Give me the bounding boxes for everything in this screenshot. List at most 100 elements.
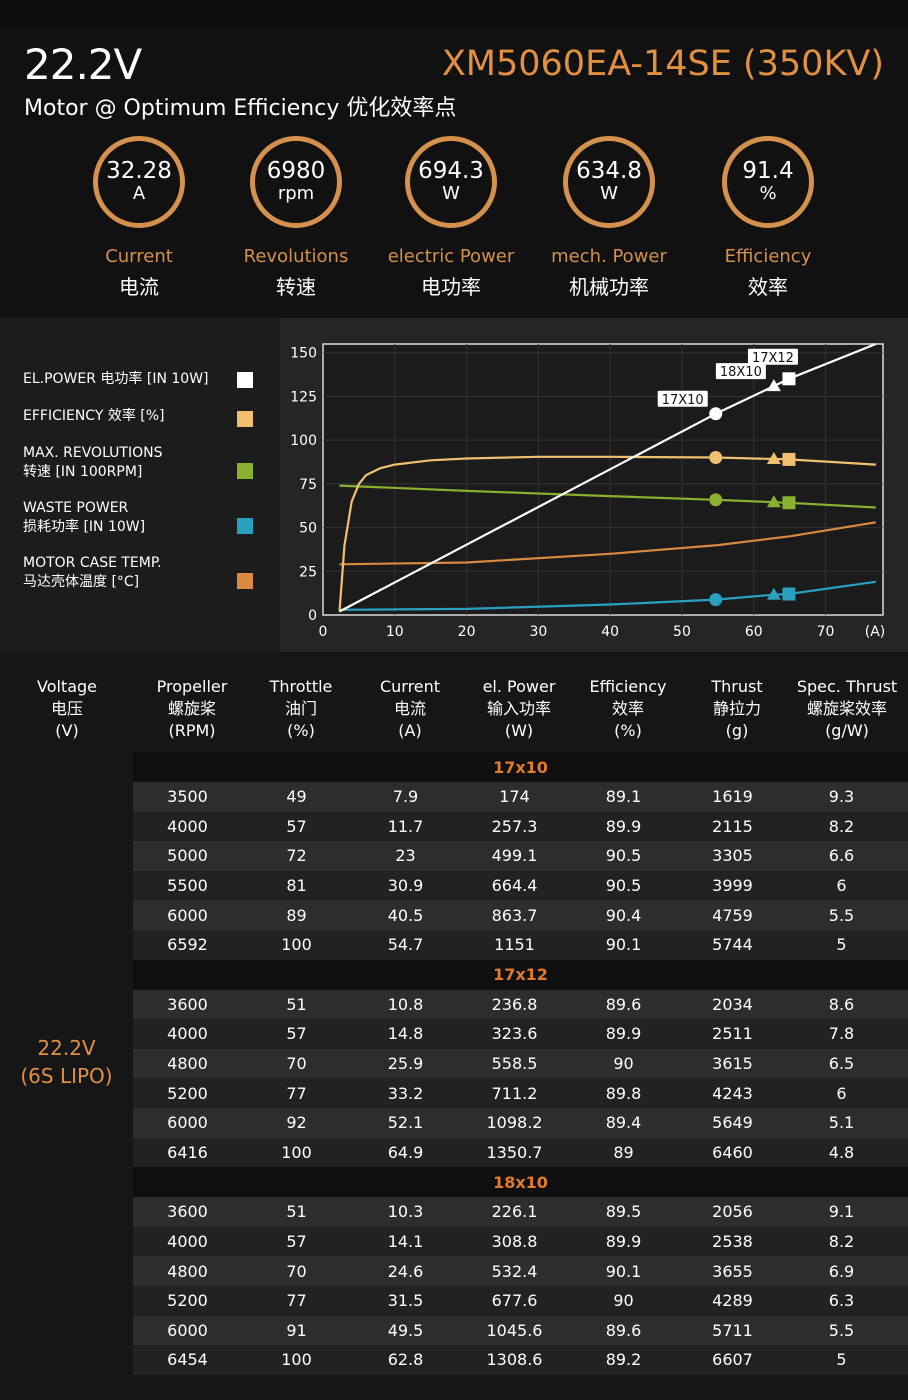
x-tick-label: 50	[673, 624, 691, 640]
table-cell: 7.8	[828, 1024, 855, 1044]
y-tick-label: 100	[290, 433, 317, 449]
table-cell: 6460	[712, 1142, 753, 1162]
column-header-unit: (%)	[287, 721, 315, 740]
table-cell: 6416	[167, 1142, 208, 1162]
x-tick-label: 20	[458, 624, 476, 640]
table-cell: 70	[286, 1261, 307, 1281]
table-cell: 7.9	[392, 787, 419, 807]
header-panel: 22.2V XM5060EA-14SE (350KV) Motor @ Opti…	[0, 28, 908, 318]
gauge-value: 91.4	[742, 158, 794, 184]
y-tick-label: 150	[290, 346, 317, 362]
marker-label-bg	[715, 363, 766, 380]
table-cell: 6607	[712, 1350, 753, 1370]
table-cell: 5	[836, 1350, 847, 1370]
data-marker	[709, 407, 723, 421]
table-cell: 57	[286, 1024, 307, 1044]
table-cell: 5.5	[828, 905, 855, 925]
table-cell: 6000	[167, 1113, 208, 1133]
table-cell: 92	[286, 1113, 307, 1133]
gauge-ring: 32.28 A	[93, 136, 185, 228]
y-tick-label: 0	[308, 608, 317, 624]
table-cell: 90.5	[605, 876, 642, 896]
gauge-electric-power: 694.3 W electric Power 电功率	[376, 136, 526, 300]
column-header-unit: (g)	[725, 721, 749, 740]
table-cell: 89.6	[605, 1320, 642, 1340]
table-row: 6000 92 52.1 1098.2 89.4 5649 5.1	[133, 1107, 908, 1138]
table-cell: 25.9	[387, 1054, 424, 1074]
column-header: Propeller 螺旋桨 (RPM)	[132, 676, 252, 742]
voltage-cell-battery: (6S LIPO)	[20, 1064, 113, 1088]
table-cell: 4800	[167, 1054, 208, 1074]
column-header: el. Power 输入功率 (W)	[459, 676, 579, 742]
plot-area	[322, 343, 884, 616]
table-cell: 1098.2	[486, 1113, 543, 1133]
column-header-unit: (V)	[55, 721, 79, 740]
x-tick-label: 30	[529, 624, 547, 640]
data-table: Voltage 电压 (V) Propeller 螺旋桨 (RPM) Throttle 油门 (…	[0, 664, 908, 1400]
marker-label-bg	[747, 348, 798, 365]
table-cell: 89.9	[605, 1232, 642, 1252]
table-cell: 8.2	[828, 816, 855, 836]
table-cell: 49.5	[387, 1320, 424, 1340]
legend-swatch-efficiency	[237, 411, 253, 427]
table-cell: 89.4	[605, 1113, 642, 1133]
column-header-cn: 电压	[50, 699, 83, 718]
table-cell: 33.2	[387, 1083, 424, 1103]
table-cell: 11.7	[387, 816, 424, 836]
propeller-group-header: 18x10	[133, 1167, 908, 1198]
table-cell: 1151	[494, 935, 535, 955]
table-cell: 3600	[167, 1202, 208, 1222]
gauge-ring: 694.3 W	[405, 136, 497, 228]
table-cell: 5000	[167, 846, 208, 866]
table-cell: 6	[836, 1083, 847, 1103]
table-row: 6000 89 40.5 863.7 90.4 4759 5.5	[133, 900, 908, 930]
table-row: 4000 57 14.1 308.8 89.9 2538 8.2	[133, 1226, 908, 1257]
table-cell: 89.8	[605, 1083, 642, 1103]
column-header-unit: (%)	[614, 721, 642, 740]
gauge-label: Current	[105, 246, 173, 267]
column-header-en: Thrust	[711, 677, 763, 696]
x-tick-label: 60	[745, 624, 763, 640]
table-cell: 89.9	[605, 816, 642, 836]
x-axis-label: (A)	[865, 624, 886, 640]
gauge-current: 32.28 A Current 电流	[64, 136, 214, 300]
gauge-label-cn: 电流	[119, 275, 159, 299]
table-cell: 57	[286, 816, 307, 836]
column-header-en: Spec. Thrust	[796, 677, 898, 696]
table-cell: 5200	[167, 1291, 208, 1311]
legend-swatch-elpower	[237, 372, 253, 388]
table-cell: 6.6	[828, 846, 855, 866]
legend-label: MAX. REVOLUTIONS	[23, 445, 163, 461]
table-cell: 3500	[167, 787, 208, 807]
legend-swatch-revolutions	[237, 463, 253, 479]
column-header: Voltage 电压 (V)	[7, 676, 127, 742]
column-header-unit: (g/W)	[825, 721, 869, 740]
table-cell: 81	[286, 876, 307, 896]
column-header-cn: 电流	[393, 699, 426, 718]
legend-label-2: 损耗功率 [IN 10W]	[23, 519, 146, 535]
table-row: 6000 91 49.5 1045.6 89.6 5711 5.5	[133, 1315, 908, 1346]
data-marker	[782, 452, 796, 466]
gauge-unit: W	[442, 183, 460, 204]
top-band	[0, 0, 908, 28]
table-row: 3500 49 7.9 174 89.1 1619 9.3	[133, 782, 908, 812]
table-cell: 6.5	[828, 1054, 855, 1074]
table-cell: 4759	[712, 905, 753, 925]
propeller-group-header: 17x10	[133, 752, 908, 782]
table-cell: 89.6	[605, 994, 642, 1014]
model-title: XM5060EA-14SE (350KV)	[441, 44, 884, 84]
data-marker	[709, 450, 723, 464]
table-cell: 90.1	[605, 935, 642, 955]
column-header-cn: 油门	[284, 699, 317, 718]
table-cell: 4.8	[828, 1142, 855, 1162]
legend-item-temp: MOTOR CASE TEMP. 马达壳体温度 [°C]	[23, 554, 162, 592]
table-row: 3600 51 10.8 236.8 89.6 2034 8.6	[133, 989, 908, 1020]
legend-item-efficiency: EFFICIENCY 效率 [%]	[23, 407, 165, 426]
table-cell: 6454	[167, 1350, 208, 1370]
y-tick-label: 50	[299, 521, 317, 537]
column-header-en: el. Power	[482, 677, 556, 696]
table-cell: 52.1	[387, 1113, 424, 1133]
table-cell: 3999	[712, 876, 753, 896]
table-cell: 51	[286, 1202, 307, 1222]
legend-item-elpower: EL.POWER 电功率 [IN 10W]	[23, 370, 209, 389]
